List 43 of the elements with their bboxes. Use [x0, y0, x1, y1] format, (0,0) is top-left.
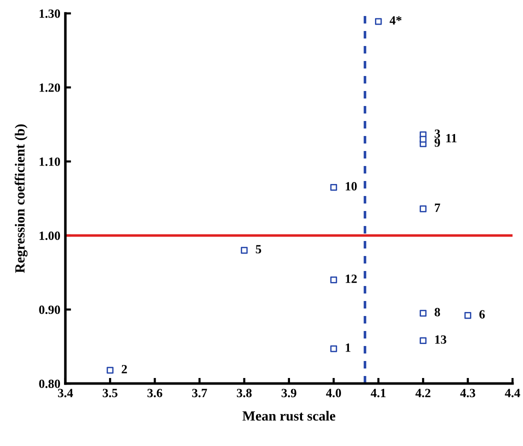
point [420, 337, 427, 344]
x-tick-label: 3.5 [102, 388, 118, 398]
x-tick-label: 4.3 [460, 388, 476, 398]
annotation: 7 [434, 204, 440, 212]
annotation: 5 [256, 245, 262, 254]
y-tick-label: 0.90 [39, 306, 60, 314]
y-tick-label: 1.00 [40, 232, 60, 240]
x-tick-label: 4.1 [370, 388, 386, 398]
y-axis-title: Regression coefficient (b) [14, 124, 28, 273]
annotation: 9 [434, 138, 440, 147]
point [420, 310, 427, 317]
point [374, 18, 382, 25]
annotation: 12 [346, 274, 357, 283]
x-tick-label: 3.9 [282, 388, 296, 398]
x-axis-title: Mean rust scale [242, 410, 336, 421]
y-tick-label: 1.30 [40, 9, 60, 18]
y-tick-label: 1.20 [40, 83, 60, 92]
annotation: 13 [435, 335, 446, 344]
point [330, 184, 338, 191]
y-tick-label: 1.10 [40, 157, 60, 166]
point [420, 205, 427, 212]
point [464, 312, 472, 319]
x-tick-label: 4.4 [504, 388, 520, 398]
annotation: 2 [122, 364, 127, 374]
annotation: 11 [446, 134, 456, 142]
annotation: 10 [346, 182, 357, 190]
x-tick-label: 4.2 [415, 388, 430, 398]
annotation: 8 [434, 308, 440, 316]
annotation: 3 [434, 130, 440, 138]
x-tick-label: 3.4 [58, 388, 73, 398]
point [240, 246, 248, 254]
point [106, 366, 114, 374]
annotation: 4* [390, 16, 402, 25]
x-tick-label: 4.0 [326, 388, 342, 398]
x-tick-label: 3.8 [236, 388, 252, 398]
annotation: 1 [346, 344, 350, 352]
point [420, 136, 427, 143]
y-tick-label: 0.80 [39, 380, 60, 388]
point [330, 345, 338, 352]
annotation: 6 [479, 310, 485, 319]
x-tick-label: 3.7 [192, 388, 208, 398]
x-tick-label: 3.6 [147, 388, 162, 398]
point [330, 276, 338, 284]
